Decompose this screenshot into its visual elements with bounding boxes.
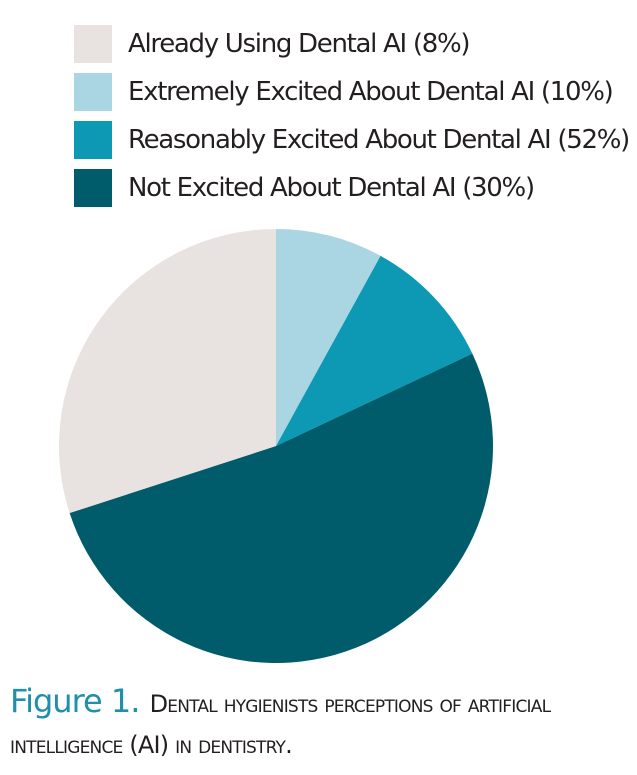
legend-item-already-using: Already Using Dental AI (8%) bbox=[74, 20, 629, 68]
legend-swatch bbox=[74, 25, 112, 63]
figure-caption: Figure 1. Dental hygienists perceptions … bbox=[10, 682, 637, 767]
pie-chart bbox=[55, 226, 497, 666]
legend-label: Already Using Dental AI (8%) bbox=[128, 29, 471, 59]
figure-number: Figure 1. bbox=[10, 682, 140, 720]
chart-legend: Already Using Dental AI (8%) Extremely E… bbox=[74, 20, 630, 212]
pie-slice-not-excited bbox=[69, 353, 494, 663]
pie-chart-svg bbox=[58, 229, 494, 663]
caption-text: Dental hygienists perceptions of artific… bbox=[10, 690, 551, 759]
legend-item-not-excited: Not Excited About Dental AI (30%) bbox=[74, 164, 629, 212]
pie-slice-already-using bbox=[58, 229, 276, 514]
legend-swatch bbox=[74, 121, 112, 159]
pie-slice-reasonably-excited bbox=[276, 255, 473, 446]
legend-swatch bbox=[74, 73, 112, 111]
pie-slice-extremely-excited bbox=[276, 229, 381, 446]
legend-label: Reasonably Excited About Dental AI (52%) bbox=[128, 125, 630, 155]
legend-label: Not Excited About Dental AI (30%) bbox=[128, 173, 535, 203]
legend-swatch bbox=[74, 169, 112, 207]
legend-label: Extremely Excited About Dental AI (10%) bbox=[128, 77, 614, 107]
legend-item-reasonably-excited: Reasonably Excited About Dental AI (52%) bbox=[74, 116, 630, 164]
legend-item-extremely-excited: Extremely Excited About Dental AI (10%) bbox=[74, 68, 629, 116]
